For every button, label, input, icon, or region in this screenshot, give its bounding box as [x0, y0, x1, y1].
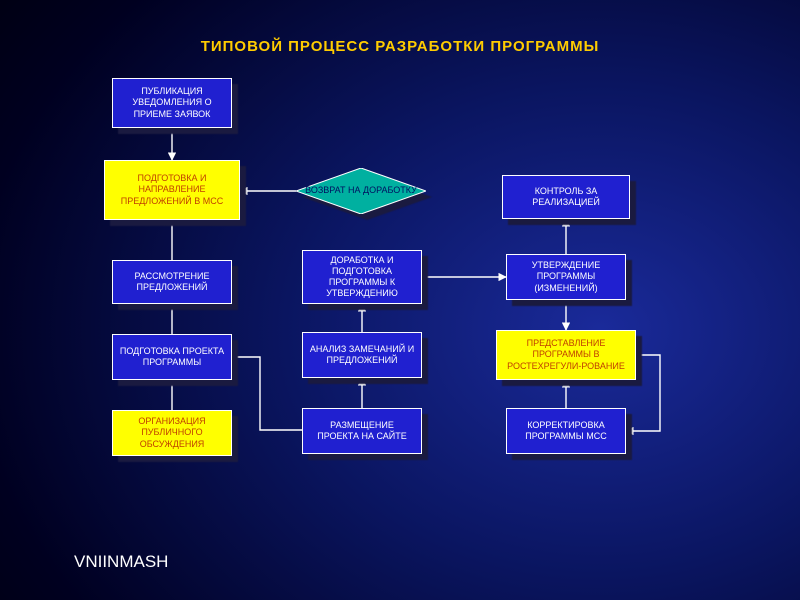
flowchart-node-n2: ПОДГОТОВКА И НАПРАВЛЕНИЕ ПРЕДЛОЖЕНИЙ В М…	[104, 160, 240, 220]
flowchart-node-n9: АНАЛИЗ ЗАМЕЧАНИЙ И ПРЕДЛОЖЕНИЙ	[302, 332, 422, 378]
flowchart-node-n11: ОРГАНИЗАЦИЯ ПУБЛИЧНОГО ОБСУЖДЕНИЯ	[112, 410, 232, 456]
node-label: ВОЗВРАТ НА ДОРАБОТКУ	[296, 168, 426, 214]
flowchart-node-n1: ПУБЛИКАЦИЯ УВЕДОМЛЕНИЯ О ПРИЕМЕ ЗАЯВОК	[112, 78, 232, 128]
flowchart-node-n8: ПОДГОТОВКА ПРОЕКТА ПРОГРАММЫ	[112, 334, 232, 380]
flowchart-node-n13: КОРРЕКТИРОВКА ПРОГРАММЫ МСС	[506, 408, 626, 454]
flowchart-node-n10: ПРЕДСТАВЛЕНИЕ ПРОГРАММЫ В РОСТЕХРЕГУЛИ-Р…	[496, 330, 636, 380]
footer-label: VNIINMASH	[74, 552, 168, 572]
flowchart-node-n6: ДОРАБОТКА И ПОДГОТОВКА ПРОГРАММЫ К УТВЕР…	[302, 250, 422, 304]
flowchart-node-n12: РАЗМЕЩЕНИЕ ПРОЕКТА НА САЙТЕ	[302, 408, 422, 454]
flowchart-node-n4: КОНТРОЛЬ ЗА РЕАЛИЗАЦИЕЙ	[502, 175, 630, 219]
flowchart-node-n3: ВОЗВРАТ НА ДОРАБОТКУ	[296, 168, 426, 214]
diagram-title: ТИПОВОЙ ПРОЦЕСС РАЗРАБОТКИ ПРОГРАММЫ	[0, 38, 800, 55]
flowchart-node-n7: УТВЕРЖДЕНИЕ ПРОГРАММЫ (ИЗМЕНЕНИЙ)	[506, 254, 626, 300]
flowchart-node-n5: РАССМОТРЕНИЕ ПРЕДЛОЖЕНИЙ	[112, 260, 232, 304]
